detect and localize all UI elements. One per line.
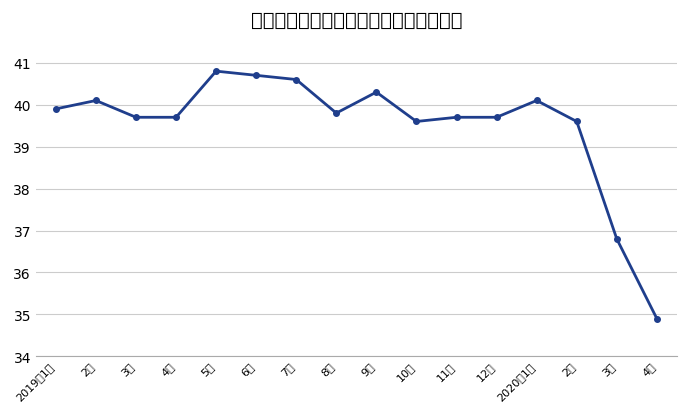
Title: 新規求職申込件数（万人、季節調整値）: 新規求職申込件数（万人、季節調整値） (250, 11, 462, 30)
